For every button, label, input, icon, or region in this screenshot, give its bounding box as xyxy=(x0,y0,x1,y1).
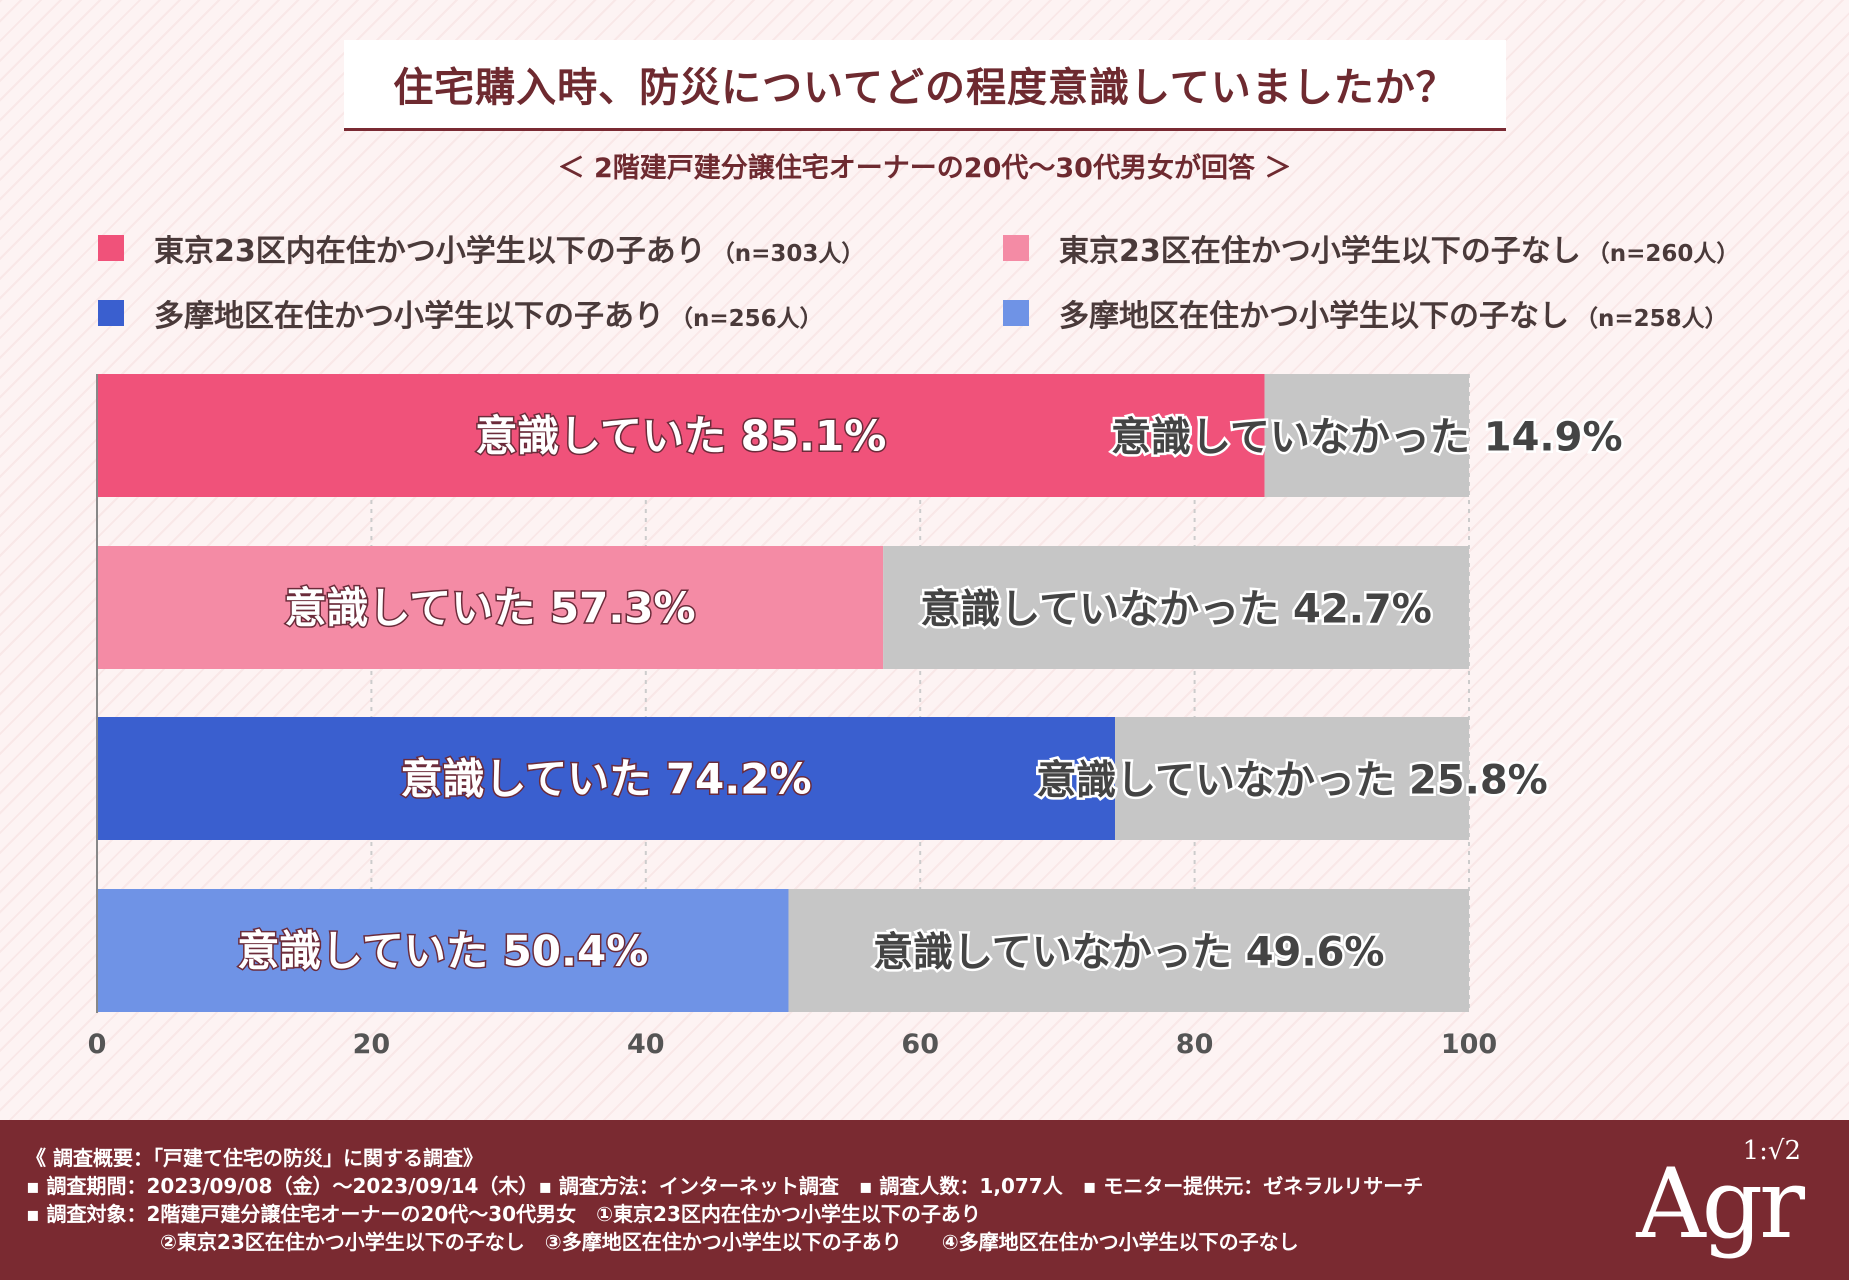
bar-no xyxy=(1115,717,1469,840)
legend-item-tokyo-with-children: 東京23区内在住かつ小学生以下の子あり （n=303人） xyxy=(98,226,864,270)
x-tick-label: 80 xyxy=(1176,1029,1214,1060)
legend-item-tama-without-children: 多摩地区在住かつ小学生以下の子なし （n=258人） xyxy=(1003,291,1728,335)
bar-no xyxy=(883,546,1469,669)
x-tick-label: 60 xyxy=(901,1029,939,1060)
legend-swatch xyxy=(98,235,124,261)
bar-yes xyxy=(97,374,1265,497)
legend-item-tama-with-children: 多摩地区在住かつ小学生以下の子あり （n=256人） xyxy=(98,291,823,335)
x-tick-label: 20 xyxy=(353,1029,391,1060)
bar-label-no: 意識していなかった 14.9% xyxy=(1111,415,1623,461)
legend-label: 東京23区内在住かつ小学生以下の子あり xyxy=(154,234,706,269)
bar-label-yes: 意識していた 50.4% xyxy=(237,927,648,976)
legend-label: 多摩地区在住かつ小学生以下の子なし xyxy=(1059,299,1569,334)
legend-label: 東京23区在住かつ小学生以下の子なし xyxy=(1059,234,1581,269)
x-tick-label: 40 xyxy=(627,1029,665,1060)
bar-yes xyxy=(97,889,789,1012)
legend-count: （n=303人） xyxy=(711,241,865,267)
bar-yes xyxy=(97,546,884,669)
bar-label-no: 意識していなかった 25.8% xyxy=(1036,758,1548,804)
footer-line-overview: 《 調査概要：「戸建て住宅の防災」に関する調査》 xyxy=(26,1146,483,1170)
legend-count: （n=260人） xyxy=(1586,241,1740,267)
bar-label-no: 意識していなかった 49.6% xyxy=(873,930,1385,976)
bar-no xyxy=(1264,374,1469,497)
logo-text: Agr xyxy=(1636,1148,1805,1260)
footer-line-groups: ②東京23区在住かつ小学生以下の子なし ③多摩地区在住かつ小学生以下の子あり ④… xyxy=(160,1230,1299,1254)
legend-swatch xyxy=(98,300,124,326)
bar-label-no: 意識していなかった 42.7% xyxy=(920,587,1432,633)
chart-subtitle: ＜ 2階建戸建分譲住宅オーナーの20代～30代男女が回答 ＞ xyxy=(557,153,1292,184)
bar-no xyxy=(788,889,1469,1012)
bar-label-yes: 意識していた 85.1% xyxy=(475,412,886,461)
chart-title-box: 住宅購入時、防災についてどの程度意識していましたか？ xyxy=(344,40,1506,131)
x-tick-label: 100 xyxy=(1441,1029,1497,1060)
legend-count: （n=256人） xyxy=(670,306,823,332)
bar-yes xyxy=(97,717,1116,840)
footer-line-period: ▪ 調査期間：2023/09/08（金）～2023/09/14（木）▪ 調査方法… xyxy=(26,1174,1424,1198)
legend-label: 多摩地区在住かつ小学生以下の子あり xyxy=(154,299,664,334)
stacked-bar-chart: 意識していた 85.1% 意識していなかった 14.9% 意識していた 57.3% 意… xyxy=(88,374,1625,1060)
legend-swatch xyxy=(1003,300,1029,326)
legend-count: （n=258人） xyxy=(1575,306,1728,332)
legend-swatch xyxy=(1003,235,1029,261)
footer-line-target: ▪ 調査対象：2階建戸建分譲住宅オーナーの20代～30代男女 ①東京23区内在住… xyxy=(26,1202,981,1226)
bar-label-yes: 意識していた 74.2% xyxy=(400,755,811,804)
bar-label-yes: 意識していた 57.3% xyxy=(285,584,696,633)
logo-ratio: 1:√2 xyxy=(1742,1136,1801,1166)
x-tick-label: 0 xyxy=(88,1029,107,1060)
agr-logo: Agr 1:√2 xyxy=(1636,1136,1805,1260)
survey-footer: 《 調査概要：「戸建て住宅の防災」に関する調査》 ▪ 調査期間：2023/09/… xyxy=(0,1120,1849,1280)
chart-title: 住宅購入時、防災についてどの程度意識していましたか？ xyxy=(393,65,1457,111)
legend-item-tokyo-without-children: 東京23区在住かつ小学生以下の子なし （n=260人） xyxy=(1003,226,1739,270)
